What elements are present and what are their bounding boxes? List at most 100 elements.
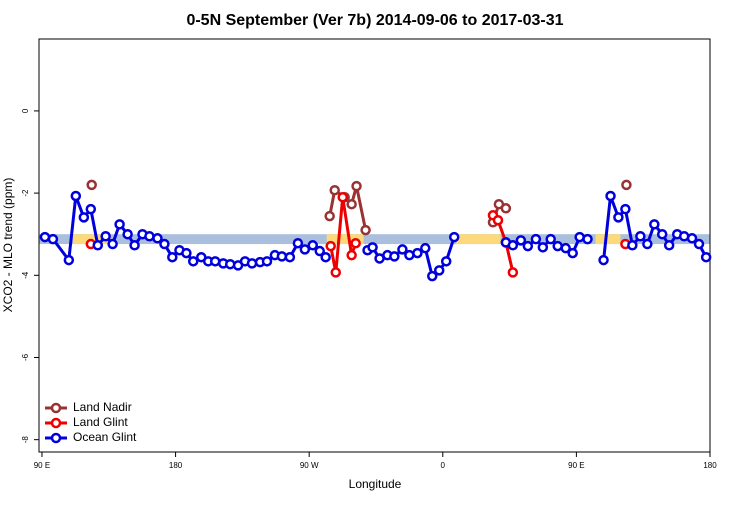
data-point [693, 238, 705, 250]
y-tick-label: -6 [21, 353, 30, 361]
data-point [582, 233, 593, 245]
data-point [86, 179, 97, 191]
data-point [620, 203, 631, 215]
legend-marker [50, 402, 62, 414]
y-tick-label: -2 [21, 189, 30, 197]
data-point [314, 245, 325, 257]
data-point [492, 214, 504, 226]
data-point [292, 237, 304, 249]
data-point [397, 244, 408, 255]
data-point [144, 231, 155, 242]
series-line [330, 185, 627, 230]
data-point [507, 267, 519, 278]
x-tick-label: 180 [169, 461, 183, 470]
legend-label: Land Glint [73, 415, 128, 429]
data-point [92, 240, 104, 251]
data-point [261, 256, 273, 267]
legend-marker [50, 417, 62, 429]
data-point [351, 180, 362, 192]
data-point [350, 237, 361, 249]
data-point [522, 240, 534, 252]
data-point [329, 184, 340, 196]
data-point [552, 240, 563, 252]
data-point [537, 242, 549, 253]
data-point [621, 179, 632, 191]
x-tick-label: 180 [703, 461, 717, 470]
data-point [276, 251, 288, 262]
data-point [159, 238, 170, 250]
data-point [412, 247, 423, 259]
x-axis-label: Longitude [349, 477, 402, 491]
data-point [307, 240, 318, 251]
legend-label: Land Nadir [73, 400, 132, 414]
data-point [299, 244, 311, 255]
data-point [605, 190, 616, 202]
y-axis-label: XCO2 - MLO trend (ppm) [1, 178, 15, 313]
data-point [613, 212, 624, 223]
data-point [598, 254, 609, 266]
data-point [663, 240, 675, 251]
data-point [627, 240, 638, 251]
data-point [360, 224, 371, 236]
band-highlight [595, 234, 621, 245]
data-point [320, 251, 331, 263]
data-point [530, 233, 542, 245]
data-point [433, 265, 445, 276]
data-point [567, 247, 578, 259]
data-point [420, 242, 431, 254]
data-point [181, 247, 192, 259]
data-point [246, 258, 258, 269]
data-point [346, 249, 357, 261]
data-point [649, 219, 660, 230]
x-tick-label: 90 W [300, 461, 319, 470]
data-point [70, 190, 82, 202]
data-point [642, 238, 653, 250]
data-point [337, 191, 348, 203]
data-point [440, 256, 452, 267]
data-point [122, 228, 133, 240]
data-point [404, 249, 415, 261]
data-point [187, 256, 199, 267]
data-point [85, 203, 97, 215]
y-tick-label: 0 [21, 108, 30, 113]
data-point [152, 233, 163, 244]
data-point [330, 267, 342, 278]
data-point [367, 242, 378, 253]
data-point [167, 251, 178, 263]
data-point [39, 231, 51, 243]
legend-marker [50, 432, 62, 444]
data-point [515, 235, 527, 246]
data-point [686, 233, 698, 244]
legend-label: Ocean Glint [73, 430, 137, 444]
data-point [426, 270, 438, 282]
reference-band [39, 234, 710, 245]
data-point [545, 233, 556, 245]
data-point [78, 212, 90, 223]
data-point [129, 240, 140, 251]
band-highlight [326, 234, 364, 245]
data-point [47, 233, 59, 245]
data-point [507, 240, 519, 251]
y-tick-label: -4 [21, 271, 30, 279]
y-tick-label: -8 [21, 436, 30, 444]
data-point [656, 228, 668, 240]
data-point [100, 231, 111, 242]
data-point [389, 251, 400, 262]
data-point [63, 254, 75, 266]
data-point [325, 240, 336, 252]
plot-frame [38, 38, 711, 453]
data-point [635, 231, 646, 242]
data-point [209, 256, 221, 267]
x-tick-label: 0 [441, 461, 446, 470]
data-point [114, 219, 125, 230]
x-tick-label: 90 E [568, 461, 584, 470]
data-point [700, 251, 712, 263]
data-point [500, 203, 512, 214]
x-tick-label: 90 E [34, 461, 50, 470]
data-point [560, 242, 571, 254]
data-point [324, 210, 335, 222]
band-highlight [456, 234, 501, 245]
